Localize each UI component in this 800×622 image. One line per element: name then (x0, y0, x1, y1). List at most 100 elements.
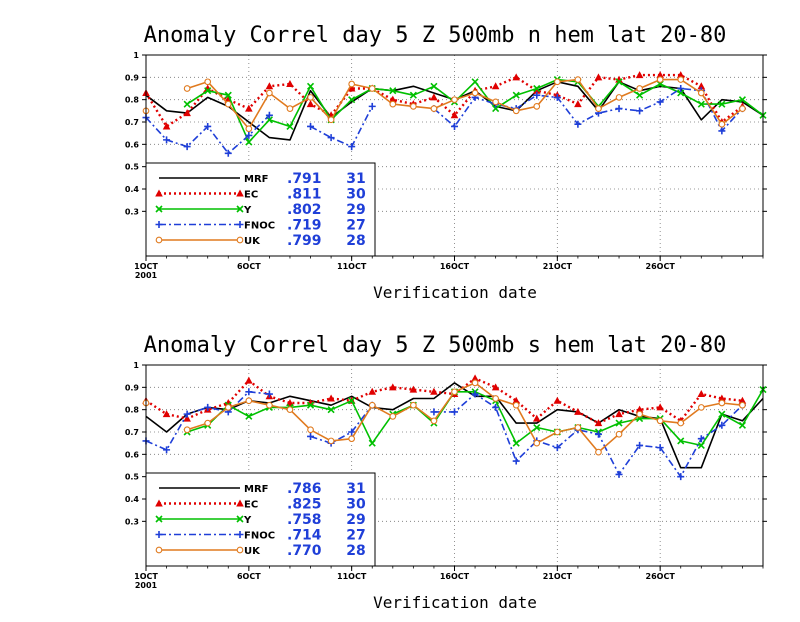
data-point-uk (677, 76, 685, 83)
data-point-fnoc (245, 131, 253, 139)
data-point-ec (430, 387, 438, 395)
data-point-ec (450, 111, 459, 119)
data-point-y (677, 437, 685, 445)
y-tick-label: 0.9 (125, 383, 140, 392)
data-point-y (492, 105, 500, 113)
y-tick-label: 1 (133, 51, 139, 60)
data-point-y (306, 82, 315, 90)
data-point-ec (656, 71, 664, 79)
data-point-uk (327, 437, 335, 445)
data-point-y (471, 78, 479, 86)
legend-name-y: Y (243, 205, 252, 216)
data-point-y (615, 419, 623, 427)
legend-marker-fnoc (236, 531, 244, 538)
data-point-y (327, 406, 335, 414)
legend-count-ec: 30 (346, 497, 366, 513)
x-tick-label: 26OCT (646, 262, 676, 271)
data-point-uk (615, 94, 623, 101)
legend-name-fnoc: FNOC (244, 531, 275, 542)
legend-name-ec: EC (244, 190, 258, 201)
y-tick-label: 1 (133, 361, 139, 370)
data-point-y (348, 96, 356, 104)
data-point-y (368, 439, 376, 447)
legend-marker-fnoc (155, 531, 163, 538)
legend-marker-y (155, 205, 163, 213)
data-point-ec (183, 414, 191, 422)
data-point-uk (512, 401, 520, 409)
data-point-uk (512, 107, 520, 115)
data-point-y (697, 100, 705, 108)
data-point-uk (286, 406, 294, 414)
data-point-ec (512, 73, 520, 81)
series-line-fnoc (433, 393, 743, 478)
x-tick-label: 26OCT (646, 572, 676, 581)
legend-marker-y (236, 515, 244, 523)
data-point-y (245, 138, 253, 146)
data-point-fnoc (430, 408, 438, 416)
legend-marker-ec (236, 189, 244, 197)
data-point-ec (430, 93, 438, 101)
data-point-y (636, 91, 644, 99)
data-point-uk (553, 428, 561, 436)
data-point-fnoc (594, 430, 602, 438)
data-point-ec (389, 95, 397, 103)
legend-count-fnoc: 27 (346, 528, 365, 544)
data-point-uk (183, 85, 191, 92)
x-tick-label: 1OCT (134, 262, 158, 271)
data-point-y (718, 410, 726, 418)
legend-marker-uk (236, 236, 244, 244)
plot-frame (145, 364, 764, 567)
data-point-fnoc (451, 408, 458, 416)
data-point-fnoc (636, 107, 644, 115)
series-ec (142, 71, 747, 130)
legend-marker-ec (155, 499, 163, 507)
y-tick-label: 0.5 (125, 473, 140, 482)
x-tick-label: 21OCT (543, 262, 573, 271)
data-point-y (183, 100, 191, 108)
data-point-fnoc (718, 127, 726, 135)
data-point-ec (676, 71, 685, 79)
x-tick-label: 21OCT (543, 572, 573, 581)
data-point-uk (266, 89, 273, 97)
data-point-fnoc (615, 105, 623, 113)
data-point-y (306, 401, 315, 409)
y-tick-label: 0.7 (125, 118, 139, 127)
data-point-uk (348, 435, 356, 443)
data-point-uk (410, 103, 417, 110)
data-point-uk (430, 105, 438, 112)
data-point-fnoc (265, 111, 273, 119)
data-point-ec (718, 394, 726, 402)
x-tick-label: 11OCT (337, 572, 367, 581)
data-point-y (286, 122, 294, 131)
legend-count-ec: 30 (346, 187, 366, 203)
data-point-y (738, 421, 746, 429)
data-point-uk (492, 98, 499, 106)
data-point-fnoc (368, 102, 376, 110)
x-tick-sublabel: 2001 (135, 271, 158, 280)
data-point-ec (738, 396, 747, 404)
data-point-ec (162, 122, 171, 130)
data-point-fnoc (163, 136, 171, 144)
data-point-uk (245, 397, 253, 405)
legend-count-fnoc: 27 (346, 218, 365, 234)
data-point-uk (574, 424, 582, 431)
data-point-uk (471, 379, 479, 387)
data-point-fnoc (245, 388, 253, 396)
x-tick-label: 11OCT (337, 262, 367, 271)
data-point-y (718, 100, 726, 108)
data-point-ec (615, 410, 623, 418)
data-point-uk (636, 410, 643, 418)
data-point-uk (718, 399, 726, 407)
data-point-ec (491, 82, 500, 90)
data-point-uk (348, 80, 356, 88)
data-point-fnoc (204, 403, 212, 411)
data-point-uk (697, 89, 705, 97)
data-point-uk (636, 85, 643, 92)
legend-name-mrf: MRF (244, 174, 268, 185)
data-point-uk (533, 103, 541, 110)
legend-score-mrf: .791 (287, 171, 322, 187)
data-point-uk (656, 417, 664, 425)
data-point-fnoc (533, 91, 541, 99)
data-point-ec (697, 390, 706, 398)
data-point-ec (471, 374, 479, 382)
